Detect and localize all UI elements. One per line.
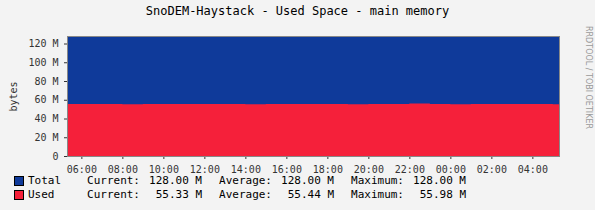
svg-text:80 M: 80 M [34, 76, 58, 87]
svg-text:40 M: 40 M [34, 113, 58, 124]
html-text:128.00 M: 128.00 M [149, 174, 202, 187]
svg-text:12:00: 12:00 [190, 164, 220, 175]
html-text:Used: Used [28, 188, 55, 201]
html-text:55.98 M: 55.98 M [419, 188, 466, 201]
html-text:Maximum:: Maximum: [351, 188, 404, 201]
html-text:55.44 M: 55.44 M [287, 188, 334, 201]
svg-text:14:00: 14:00 [231, 164, 261, 175]
svg-text:06:00: 06:00 [67, 164, 97, 175]
svg-text:0: 0 [52, 151, 58, 162]
html-text:Average:: Average: [219, 174, 272, 187]
html-text:Maximum:: Maximum: [351, 174, 404, 187]
svg-text:08:00: 08:00 [108, 164, 138, 175]
html-text:Total: Total [28, 174, 62, 187]
html-text:55.33 M: 55.33 M [155, 188, 202, 201]
svg-text:20 M: 20 M [34, 132, 58, 143]
svg-text:00:00: 00:00 [436, 164, 466, 175]
svg-text:10:00: 10:00 [149, 164, 179, 175]
html-text:Current:: Current: [87, 188, 140, 201]
html-text:128.00 M: 128.00 M [281, 174, 334, 187]
svg-text:22:00: 22:00 [395, 164, 425, 175]
svg-text:04:00: 04:00 [518, 164, 548, 175]
svg-text:120 M: 120 M [28, 38, 58, 49]
html-text:Average:: Average: [219, 188, 272, 201]
svg-text:60 M: 60 M [34, 94, 58, 105]
svg-text:18:00: 18:00 [313, 164, 343, 175]
svg-text:20:00: 20:00 [354, 164, 384, 175]
html-text:128.00 M: 128.00 M [413, 174, 466, 187]
html-text:RRDTOOL / TOBI OETIKER: RRDTOOL / TOBI OETIKER [584, 26, 593, 129]
svg-text:02:00: 02:00 [477, 164, 507, 175]
html-text:Current:: Current: [87, 174, 140, 187]
svg-text:16:00: 16:00 [272, 164, 302, 175]
html-text:SnoDEM-Haystack - Used Space -: SnoDEM-Haystack - Used Space - main memo… [145, 4, 450, 18]
svg-text:bytes: bytes [8, 81, 19, 111]
svg-text:100 M: 100 M [28, 57, 58, 68]
